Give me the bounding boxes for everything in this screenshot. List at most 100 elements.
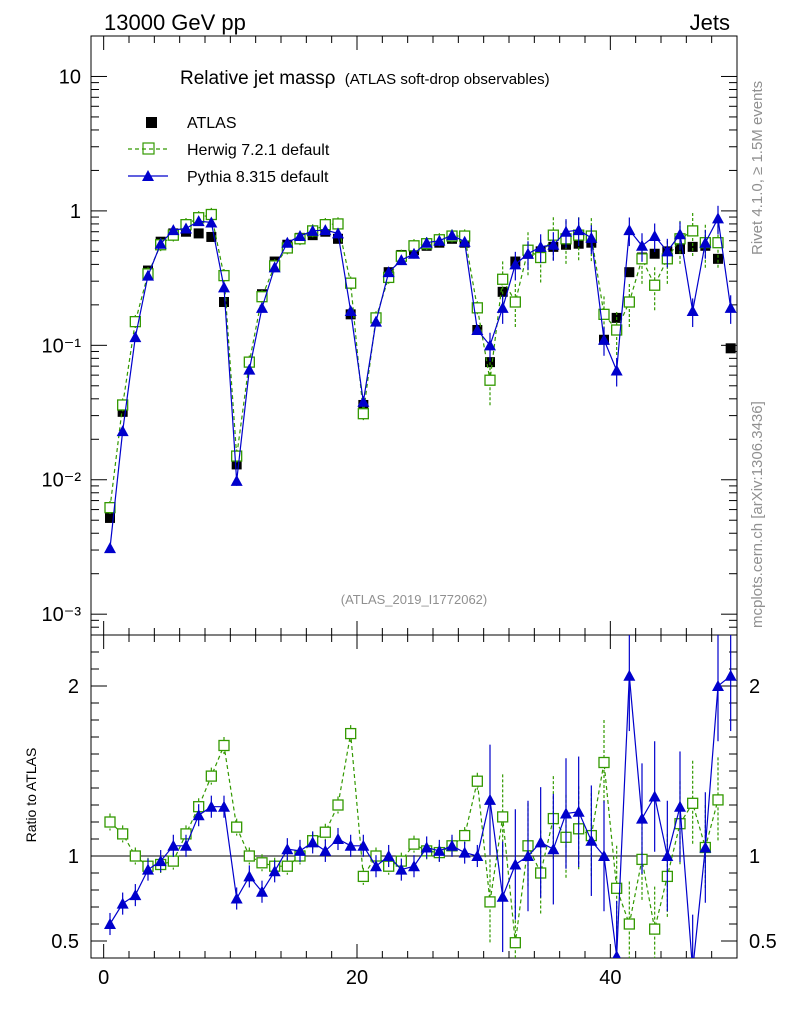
- ratio-point-pythia: [370, 860, 382, 872]
- ratio-point-pythia: [560, 807, 572, 819]
- main-title: Relative jet massρ (ATLAS soft-drop obse…: [180, 68, 550, 89]
- ratio-point-pythia: [699, 841, 712, 853]
- ratio-point-pythia: [154, 855, 167, 867]
- ratio-point-herwig: [129, 850, 141, 862]
- ratio-point-herwig: [117, 828, 129, 840]
- data-point-atlas: [687, 241, 698, 252]
- ratio-point-pythia: [319, 844, 332, 856]
- data-point-pythia: [268, 261, 281, 273]
- data-point-herwig: [497, 273, 509, 285]
- data-point-pythia: [598, 333, 610, 345]
- x-tick-label: 40: [599, 967, 621, 989]
- ratio-point-pythia: [572, 805, 585, 817]
- data-point-atlas: [624, 267, 635, 278]
- ratio-point-herwig: [319, 826, 331, 838]
- ratio-y-tick-label-right: 2: [749, 676, 760, 698]
- main-y-tick-label: 10: [59, 66, 81, 88]
- data-point-herwig: [218, 269, 230, 282]
- data-point-pythia: [712, 212, 724, 224]
- ratio-point-pythia: [344, 839, 357, 851]
- legend-pythia-marker: [142, 170, 154, 181]
- ratio-point-pythia: [712, 680, 724, 691]
- ratio-point-pythia: [433, 844, 446, 856]
- data-point-pythia: [167, 224, 180, 236]
- data-point-pythia: [281, 236, 294, 248]
- ratio-point-pythia: [612, 950, 621, 958]
- ratio-point-pythia: [306, 836, 319, 848]
- legend-herwig-label: Herwig 7.2.1 default: [187, 142, 330, 159]
- data-point-herwig: [129, 316, 141, 328]
- ratio-point-pythia: [395, 863, 408, 875]
- ratio-point-herwig: [459, 829, 471, 842]
- ratio-point-pythia: [420, 841, 433, 853]
- main-title-text: Relative jet massρ: [180, 68, 336, 89]
- data-point-herwig: [231, 450, 243, 462]
- ratio-point-pythia: [547, 843, 560, 855]
- legend-atlas-label: ATLAS: [187, 115, 237, 132]
- data-point-atlas: [206, 231, 217, 242]
- data-point-pythia: [129, 331, 142, 343]
- data-point-pythia: [408, 247, 420, 259]
- data-point-pythia: [471, 324, 484, 336]
- ratio-point-pythia: [724, 669, 737, 681]
- data-point-herwig: [598, 308, 610, 320]
- ratio-point-pythia: [623, 669, 636, 681]
- ratio-point-herwig: [345, 727, 357, 740]
- ratio-axis-label: Ratio to ATLAS: [23, 748, 39, 843]
- data-point-atlas: [231, 459, 242, 470]
- ratio-point-herwig: [687, 797, 699, 809]
- series-pythia: [104, 205, 737, 554]
- data-point-pythia: [154, 237, 167, 249]
- data-point-pythia: [344, 305, 357, 317]
- ratio-point-pythia: [205, 800, 218, 812]
- ratio-point-herwig: [649, 923, 661, 935]
- ratio-point-pythia: [484, 793, 496, 805]
- ratio-point-herwig: [332, 799, 344, 811]
- data-point-pythia: [116, 425, 129, 437]
- ratio-point-pythia: [509, 858, 522, 870]
- data-point-herwig: [509, 296, 521, 308]
- ratio-point-pythia: [661, 850, 674, 861]
- data-point-pythia: [724, 301, 737, 313]
- data-point-atlas: [713, 253, 723, 264]
- data-point-atlas: [219, 297, 229, 308]
- legend-atlas-marker: [146, 117, 157, 128]
- ratio-point-herwig: [623, 918, 635, 930]
- ratio-point-pythia: [294, 844, 306, 856]
- data-point-pythia: [585, 231, 598, 243]
- ratio-point-herwig: [243, 850, 255, 862]
- ratio-point-pythia: [142, 863, 154, 875]
- mcplots-label: mcplots.cern.ch [arXiv:1306.3436]: [749, 401, 766, 628]
- data-point-pythia: [104, 542, 116, 554]
- ratio-point-pythia: [230, 892, 243, 904]
- data-point-pythia: [382, 266, 395, 278]
- data-point-pythia: [686, 305, 699, 317]
- ratio-point-pythia: [534, 836, 547, 848]
- ratio-point-herwig: [281, 860, 293, 872]
- ratio-point-herwig: [205, 770, 217, 782]
- ratio-point-herwig: [509, 937, 521, 949]
- main-subtitle: (ATLAS soft-drop observables): [345, 71, 550, 88]
- data-point-herwig: [357, 408, 369, 420]
- data-point-pythia: [256, 301, 268, 313]
- ratio-point-pythia: [674, 800, 686, 812]
- data-point-pythia: [572, 224, 585, 236]
- ratio-panel: 2 2 1 1 0.5 0.5 0 20 40: [51, 634, 777, 989]
- legend-pythia-label: Pythia 8.315 default: [187, 169, 329, 186]
- data-point-pythia: [648, 230, 661, 242]
- ratio-point-herwig: [408, 838, 420, 850]
- analysis-id: (ATLAS_2019_I1772062): [341, 592, 487, 607]
- ratio-point-pythia: [585, 834, 598, 846]
- ratio-point-herwig: [712, 794, 724, 806]
- ratio-point-herwig: [598, 756, 610, 769]
- data-point-pythia: [192, 215, 205, 227]
- main-y-tick-label: 1: [70, 201, 81, 223]
- ratio-y-tick-label: 2: [68, 676, 79, 698]
- ratio-point-herwig: [497, 811, 509, 823]
- main-panel: 10 1 10⁻¹ 10⁻² 10⁻³: [42, 35, 738, 636]
- data-point-atlas: [725, 343, 736, 354]
- ratio-point-pythia: [332, 833, 344, 844]
- data-point-pythia: [332, 227, 344, 239]
- ratio-point-pythia: [496, 890, 509, 902]
- data-point-herwig: [623, 296, 635, 308]
